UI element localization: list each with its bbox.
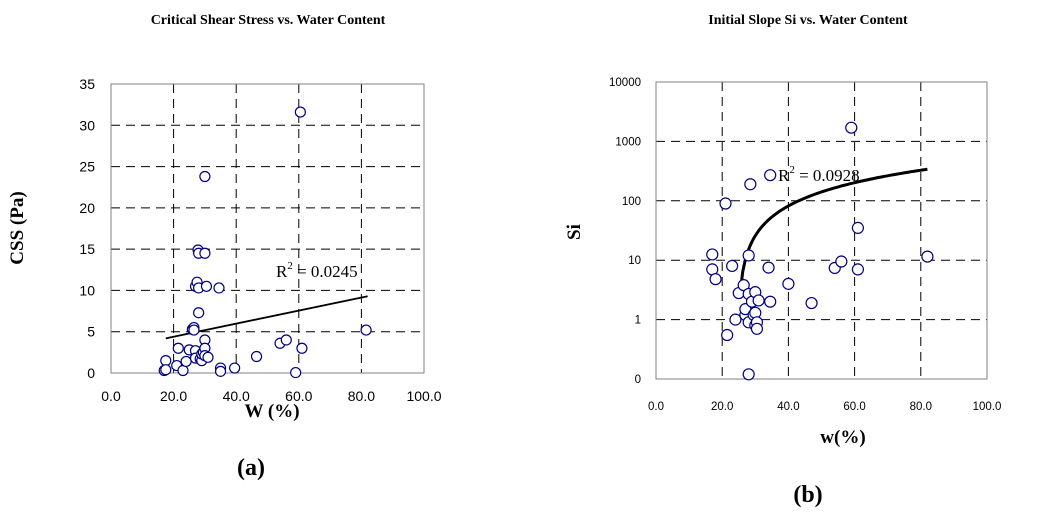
chart-a-y-tick-label: 0 [87,365,95,381]
chart-a-y-tick-label: 5 [87,324,95,340]
chart-a-grid [111,84,424,373]
chart-a-data-point [296,342,308,354]
chart-a-data-point [290,366,302,379]
chart-b-data-point [851,263,865,276]
chart-a-y-tick-label: 35 [79,76,95,92]
chart-b-data-point [726,259,739,273]
chart-a-panel-label: (a) [237,455,265,481]
chart-b-x-tick-label: 40.0 [777,401,799,413]
chart-b-x-tick-label: 60.0 [843,401,865,413]
chart-a-y-axis-label: CSS (Pa) [7,191,28,264]
chart-a-data-point [280,334,292,346]
chart-b-y-tick-label: 1000 [615,136,641,148]
chart-b-data-point [805,296,818,310]
chart-b-x-tick-label: 20.0 [711,401,733,413]
chart-b-data-point [729,313,742,326]
chart-b-title: Initial Slope Si vs. Water Content [708,13,908,28]
chart-b-y-tick-label: 10000 [609,77,641,89]
chart-b-y-tick-label: 10 [628,255,641,267]
chart-b-data-point [719,197,732,210]
chart-a-y-tick-label: 10 [79,282,95,298]
chart-b-x-tick-label: 100.0 [973,401,1002,413]
chart-b-grid [656,82,987,379]
chart-a-y-tick-label: 25 [79,159,95,175]
chart-a-x-tick-label: 60.0 [285,388,312,404]
chart-b-data-point [764,295,777,308]
chart-b-data-point [721,328,734,342]
chart-b: Initial Slope Si vs. Water Content 0 1 10 1… [564,13,1001,508]
chart-b-y-tick-label: 1 [635,315,641,327]
chart-b-data-point [845,121,858,134]
chart-a-y-tick-label: 20 [79,200,95,216]
chart-a-plot-area [110,83,425,374]
chart-b-y-ticks: 0 1 10 100 1000 10000 [609,77,641,386]
chart-a-x-axis-label: W (%) [244,401,299,422]
chart-a-trendline [165,295,368,340]
chart-b-data-point [762,261,775,274]
chart-b-data-point [921,250,934,263]
chart-b-x-ticks: 0.0 20.0 40.0 60.0 80.0 100.0 [648,401,1001,413]
chart-a-y-tick-label: 30 [79,117,95,133]
chart-b-data-point [835,255,848,268]
chart-a-title: Critical Shear Stress vs. Water Content [151,13,386,28]
chart-a-data-point [360,324,372,336]
chart-a-data-point [199,247,211,259]
chart-b-panel-label: (b) [793,482,822,508]
chart-b-plot-area [655,81,988,380]
chart-a-x-tick-label: 100.0 [406,388,441,404]
chart-a-y-ticks: 0 5 10 15 20 25 30 35 [79,76,95,381]
chart-b-data-point [752,294,765,307]
chart-a-data-point [188,324,200,336]
chart-a-r-squared: R2 = 0.0245 [276,260,358,281]
chart-a-data-point [193,307,205,319]
chart-b-points [706,121,934,381]
chart-b-x-tick-label: 0.0 [648,401,664,413]
chart-b-data-point [742,368,755,381]
chart-a-x-ticks: 0.0 20.0 40.0 60.0 80.0 100.0 [101,388,441,404]
chart-a-data-point [229,362,241,374]
chart-b-x-tick-label: 80.0 [910,401,932,413]
chart-a-points [158,106,372,379]
chart-b-data-point [709,273,722,286]
chart-a-data-point [213,282,225,294]
chart-a-x-tick-label: 40.0 [223,388,250,404]
chart-b-trendline [738,167,928,292]
chart-b-data-point [750,322,764,335]
chart-a-data-point [200,280,213,292]
chart-b-x-axis-label: w(%) [820,427,865,448]
chart-a-x-tick-label: 0.0 [101,388,121,404]
chart-a-data-point [294,106,306,118]
chart-b-r-squared: R2 = 0.0928 [778,164,860,185]
chart-b-data-point [851,221,865,234]
chart-a-y-tick-label: 15 [79,241,95,257]
chart-b-y-tick-label: 0 [635,374,641,386]
chart-a-data-point [202,351,214,363]
chart-b-data-point [744,178,757,191]
chart-b-y-tick-label: 100 [622,196,641,208]
chart-b-data-point [706,248,719,261]
chart-a-data-point [172,342,184,354]
chart-b-y-axis-label: Si [564,224,585,240]
chart-a-data-point [250,350,263,363]
chart-a-data-point [160,364,172,376]
chart-b-data-point [764,169,777,182]
chart-a: Critical Shear Stress vs. Water Content … [7,13,442,481]
chart-a-data-point [199,170,211,183]
chart-b-data-point [742,249,755,262]
chart-a-x-tick-label: 80.0 [348,388,375,404]
chart-a-data-point [214,365,227,377]
chart-b-data-point [782,277,795,290]
chart-a-x-tick-label: 20.0 [160,388,187,404]
chart-a-data-point [180,355,192,368]
